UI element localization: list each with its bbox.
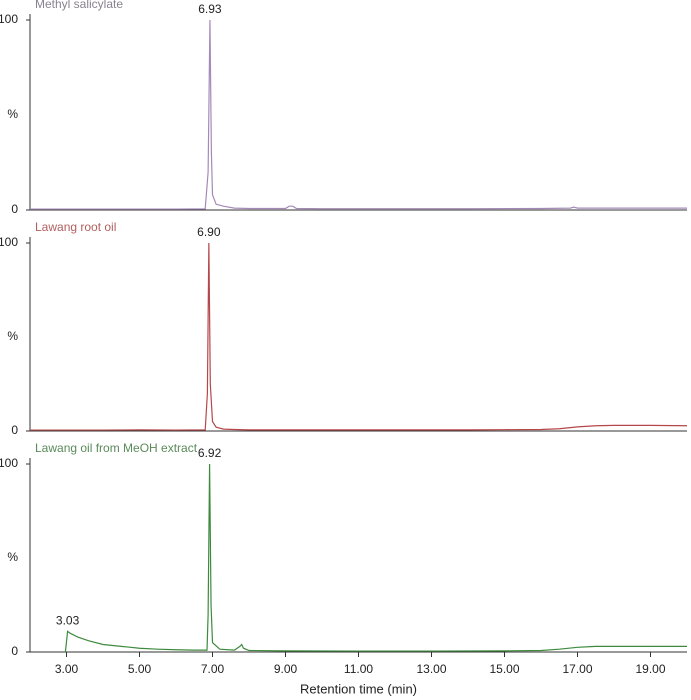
- y-tick-label: 0: [11, 202, 18, 216]
- trace: [30, 242, 688, 431]
- peak-label: 6.93: [198, 2, 222, 16]
- y-tick-label: 0: [11, 423, 18, 437]
- y-axis-label: %: [7, 329, 18, 343]
- x-tick-label: 9.00: [274, 662, 298, 676]
- x-tick-label: 7.00: [201, 662, 225, 676]
- y-axis-label: %: [7, 107, 18, 121]
- y-tick-label: 0: [11, 644, 18, 658]
- trace: [30, 19, 687, 210]
- panel-title: Lawang oil from MeOH extract: [35, 441, 198, 455]
- peak-label: 6.92: [198, 446, 222, 460]
- x-axis-label: Retention time (min): [300, 681, 417, 696]
- x-tick-label: 19.00: [635, 662, 665, 676]
- x-tick-label: 15.00: [489, 662, 519, 676]
- x-tick-label: 5.00: [128, 662, 152, 676]
- x-tick-label: 3.00: [55, 662, 79, 676]
- peak-label: 6.90: [197, 225, 221, 239]
- y-tick-label: 100: [0, 456, 18, 470]
- y-tick-label: 100: [0, 12, 18, 26]
- y-tick-label: 100: [0, 235, 18, 249]
- panel-title: Methyl salicylate: [35, 0, 123, 11]
- peak-label: 3.03: [56, 613, 80, 627]
- x-tick-label: 13.00: [416, 662, 446, 676]
- panel-title: Lawang root oil: [35, 220, 116, 234]
- x-tick-label: 17.00: [562, 662, 592, 676]
- x-tick-label: 11.00: [344, 662, 373, 676]
- y-axis-label: %: [7, 550, 18, 564]
- trace: [64, 463, 687, 653]
